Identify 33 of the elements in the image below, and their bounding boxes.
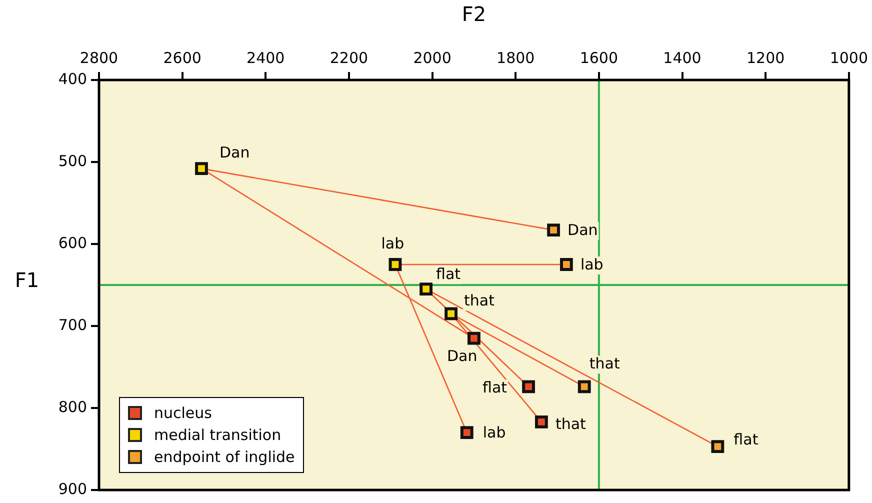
annotation: flat — [482, 378, 508, 397]
annotation: Dan — [568, 220, 598, 239]
annotation: lab — [580, 255, 604, 274]
x-tick-label: 1400 — [663, 48, 702, 67]
x-tick-label: 1600 — [580, 48, 618, 67]
legend-label: nucleus — [154, 403, 212, 424]
y-tick-label: 900 — [58, 480, 87, 498]
legend-label: medial transition — [154, 425, 282, 446]
annotation: that — [555, 414, 586, 433]
y-tick-label: 600 — [58, 234, 87, 252]
x-tick-label: 2600 — [163, 48, 202, 67]
annotation: that — [464, 292, 495, 310]
x-tick-label: 2200 — [330, 48, 368, 67]
annotation: lab — [482, 423, 506, 442]
y-tick-label: 700 — [58, 316, 87, 334]
annotation: Dan — [219, 143, 250, 162]
legend-label: endpoint of inglide — [154, 447, 295, 468]
x-axis-title: F2 — [462, 2, 486, 26]
y-axis-title: F1 — [14, 268, 40, 292]
annotation: flat — [436, 264, 461, 283]
x-tick-label: 1000 — [830, 48, 868, 67]
annotation: Dan — [446, 347, 478, 366]
x-tick-label: 1800 — [496, 48, 535, 67]
x-tick-label: 1200 — [746, 48, 785, 67]
y-tick-label: 500 — [58, 152, 87, 170]
annotation: lab — [381, 234, 404, 252]
x-tick-label: 2400 — [246, 48, 285, 67]
annotation: flat — [734, 430, 758, 448]
y-tick-label: 400 — [58, 70, 87, 88]
y-tick-label: 800 — [58, 398, 87, 416]
x-tick-label: 2000 — [413, 48, 452, 67]
annotation: that — [589, 354, 620, 373]
x-tick-label: 2800 — [80, 48, 118, 67]
